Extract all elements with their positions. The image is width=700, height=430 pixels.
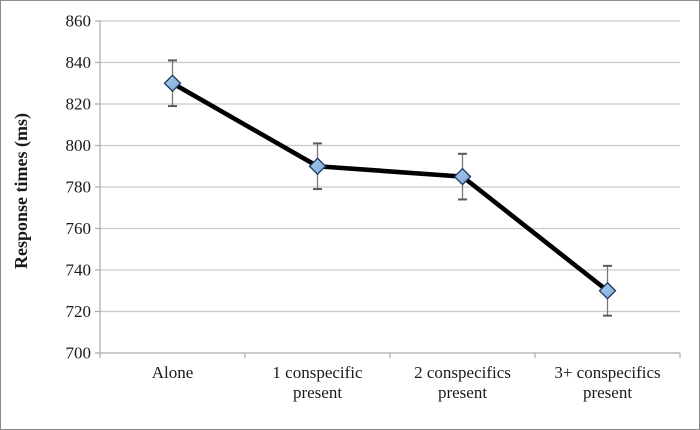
axis-labels-layer: 700 720 740 760 780 800 820 840 860 Alone 1 conspe… <box>66 12 661 403</box>
x-category-label: 3+ conspecifics present <box>554 363 660 402</box>
y-axis-title: Response times (ms) <box>11 113 32 269</box>
data-point-marker <box>453 167 472 186</box>
y-tick-label: 780 <box>66 178 92 197</box>
x-category-label: 2 conspecifics present <box>414 363 511 402</box>
x-category-label: Alone <box>152 363 194 382</box>
y-tick-label: 860 <box>66 12 92 31</box>
y-tick-label: 720 <box>66 302 92 321</box>
series-line <box>170 80 610 294</box>
x-category-label-line: present <box>293 383 342 402</box>
data-series-layer <box>163 59 617 317</box>
x-category-label-line: present <box>438 383 487 402</box>
axes-layer <box>95 20 681 358</box>
data-point-marker <box>163 74 182 93</box>
y-tick-label: 820 <box>66 95 92 114</box>
x-category-label-line: Alone <box>152 363 194 382</box>
y-tick-label: 840 <box>66 53 92 72</box>
y-tick-label: 800 <box>66 136 92 155</box>
x-category-label-line: 1 conspecific <box>272 363 363 382</box>
data-point-marker <box>308 157 327 176</box>
data-point-marker <box>598 281 617 300</box>
x-category-label: 1 conspecific present <box>272 363 363 402</box>
x-category-label-line: 3+ conspecifics <box>554 363 660 382</box>
gridlines-layer <box>100 20 680 354</box>
y-tick-label: 740 <box>66 261 92 280</box>
y-tick-label: 760 <box>66 219 92 238</box>
x-category-label-line: 2 conspecifics <box>414 363 511 382</box>
y-tick-label: 700 <box>66 344 92 363</box>
x-category-label-line: present <box>583 383 632 402</box>
